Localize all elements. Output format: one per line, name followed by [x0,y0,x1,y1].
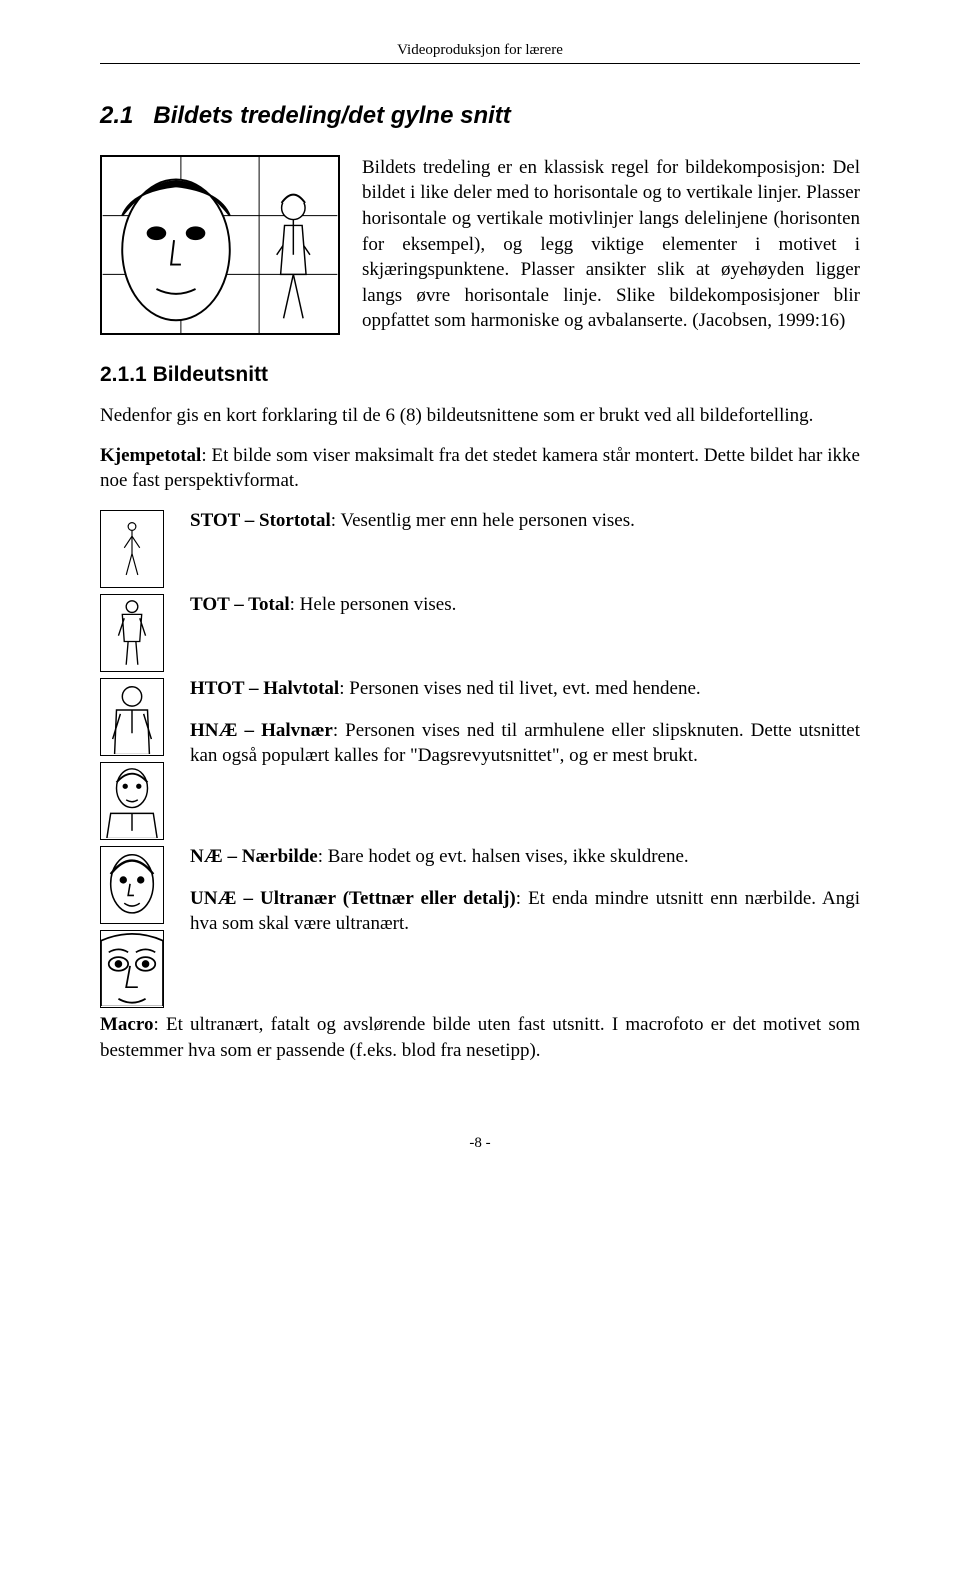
unae-definition: UNÆ – Ultranær (Tettnær eller detalj): E… [190,886,860,937]
unae-thumbnail-icon [100,930,164,1008]
subsection-number: 2.1.1 [100,363,147,386]
page-number: -8 - [100,1133,860,1153]
nae-thumbnail-icon [100,846,164,924]
tot-label: TOT – Total [190,594,290,615]
stot-definition: STOT – Stortotal: Vesentlig mer enn hele… [190,508,860,534]
section-heading: 2.1 Bildets tredeling/det gylne snitt [100,100,860,132]
unae-label: UNÆ – Ultranær (Tettnær eller detalj) [190,888,516,909]
subsection-heading: 2.1.1 Bildeutsnitt [100,361,860,389]
running-header: Videoproduksjon for lærere [100,40,860,64]
tot-thumbnail-icon [100,594,164,672]
stot-thumbnail-icon [100,510,164,588]
macro-label: Macro [100,1014,153,1035]
hnae-label: HNÆ – Halvnær [190,720,333,741]
section-title: Bildets tredeling/det gylne snitt [153,102,510,129]
section-number: 2.1 [100,102,133,129]
kjempetotal-definition: Kjempetotal: Et bilde som viser maksimal… [100,443,860,494]
kjempetotal-text: : Et bilde som viser maksimalt fra det s… [100,445,860,492]
kjempetotal-label: Kjempetotal [100,445,201,466]
hnae-definition: HNÆ – Halvnær: Personen vises ned til ar… [190,718,860,769]
section-intro-paragraph: Bildets tredeling er en klassisk regel f… [362,155,860,334]
tot-text: : Hele personen vises. [290,594,457,615]
subsection-lead: Nedenfor gis en kort forklaring til de 6… [100,403,860,429]
tot-definition: TOT – Total: Hele personen vises. [190,592,860,618]
subsection-title: Bildeutsnitt [153,363,269,386]
htot-text: : Personen vises ned til livet, evt. med… [339,678,700,699]
hnae-thumbnail-icon [100,762,164,840]
macro-text: : Et ultranært, fatalt og avslørende bil… [100,1014,860,1061]
nae-label: NÆ – Nærbilde [190,846,318,867]
nae-definition: NÆ – Nærbilde: Bare hodet og evt. halsen… [190,844,860,870]
htot-thumbnail-icon [100,678,164,756]
htot-label: HTOT – Halvtotal [190,678,339,699]
stot-text: : Vesentlig mer enn hele personen vises. [331,510,635,531]
rule-of-thirds-figure [100,155,340,335]
macro-definition: Macro: Et ultranært, fatalt og avslørend… [100,1012,860,1063]
stot-label: STOT – Stortotal [190,510,331,531]
htot-definition: HTOT – Halvtotal: Personen vises ned til… [190,676,860,702]
nae-text: : Bare hodet og evt. halsen vises, ikke … [318,846,689,867]
